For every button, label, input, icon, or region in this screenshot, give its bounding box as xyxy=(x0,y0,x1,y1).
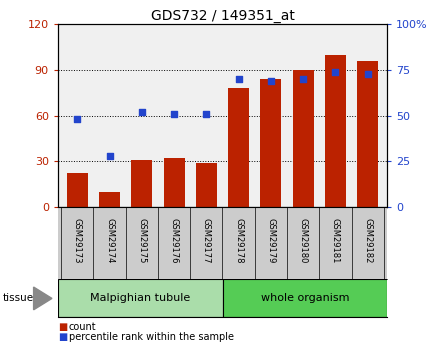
Text: GSM29175: GSM29175 xyxy=(138,218,146,263)
Text: GSM29174: GSM29174 xyxy=(105,218,114,263)
Text: GSM29178: GSM29178 xyxy=(234,218,243,263)
Text: tissue: tissue xyxy=(2,294,33,303)
Text: count: count xyxy=(69,322,97,332)
Text: GSM29177: GSM29177 xyxy=(202,218,211,263)
Text: GDS732 / 149351_at: GDS732 / 149351_at xyxy=(150,9,295,23)
Bar xyxy=(99,192,120,207)
Bar xyxy=(357,61,378,207)
Bar xyxy=(325,55,346,207)
Point xyxy=(203,111,210,117)
Bar xyxy=(293,70,314,207)
Text: Malpighian tubule: Malpighian tubule xyxy=(90,294,190,303)
Bar xyxy=(260,79,281,207)
Text: GSM29176: GSM29176 xyxy=(170,218,178,263)
Point xyxy=(235,76,242,82)
Point xyxy=(332,69,339,75)
Text: GSM29173: GSM29173 xyxy=(73,218,82,263)
Point xyxy=(106,153,113,159)
Point xyxy=(170,111,178,117)
Text: percentile rank within the sample: percentile rank within the sample xyxy=(69,333,234,342)
Point xyxy=(138,109,146,115)
Bar xyxy=(67,174,88,207)
Bar xyxy=(228,88,249,207)
Text: ■: ■ xyxy=(58,333,67,342)
Text: GSM29182: GSM29182 xyxy=(363,218,372,263)
Point xyxy=(267,78,275,83)
Point xyxy=(299,76,307,82)
Point xyxy=(74,117,81,122)
Text: ■: ■ xyxy=(58,322,67,332)
Polygon shape xyxy=(34,287,52,310)
Bar xyxy=(196,163,217,207)
Bar xyxy=(164,158,185,207)
Text: GSM29180: GSM29180 xyxy=(299,218,307,263)
Point xyxy=(364,71,371,76)
Bar xyxy=(222,279,387,317)
Text: whole organism: whole organism xyxy=(261,294,349,303)
Text: GSM29181: GSM29181 xyxy=(331,218,340,263)
Bar xyxy=(58,279,222,317)
Bar xyxy=(131,160,152,207)
Text: GSM29179: GSM29179 xyxy=(267,218,275,263)
